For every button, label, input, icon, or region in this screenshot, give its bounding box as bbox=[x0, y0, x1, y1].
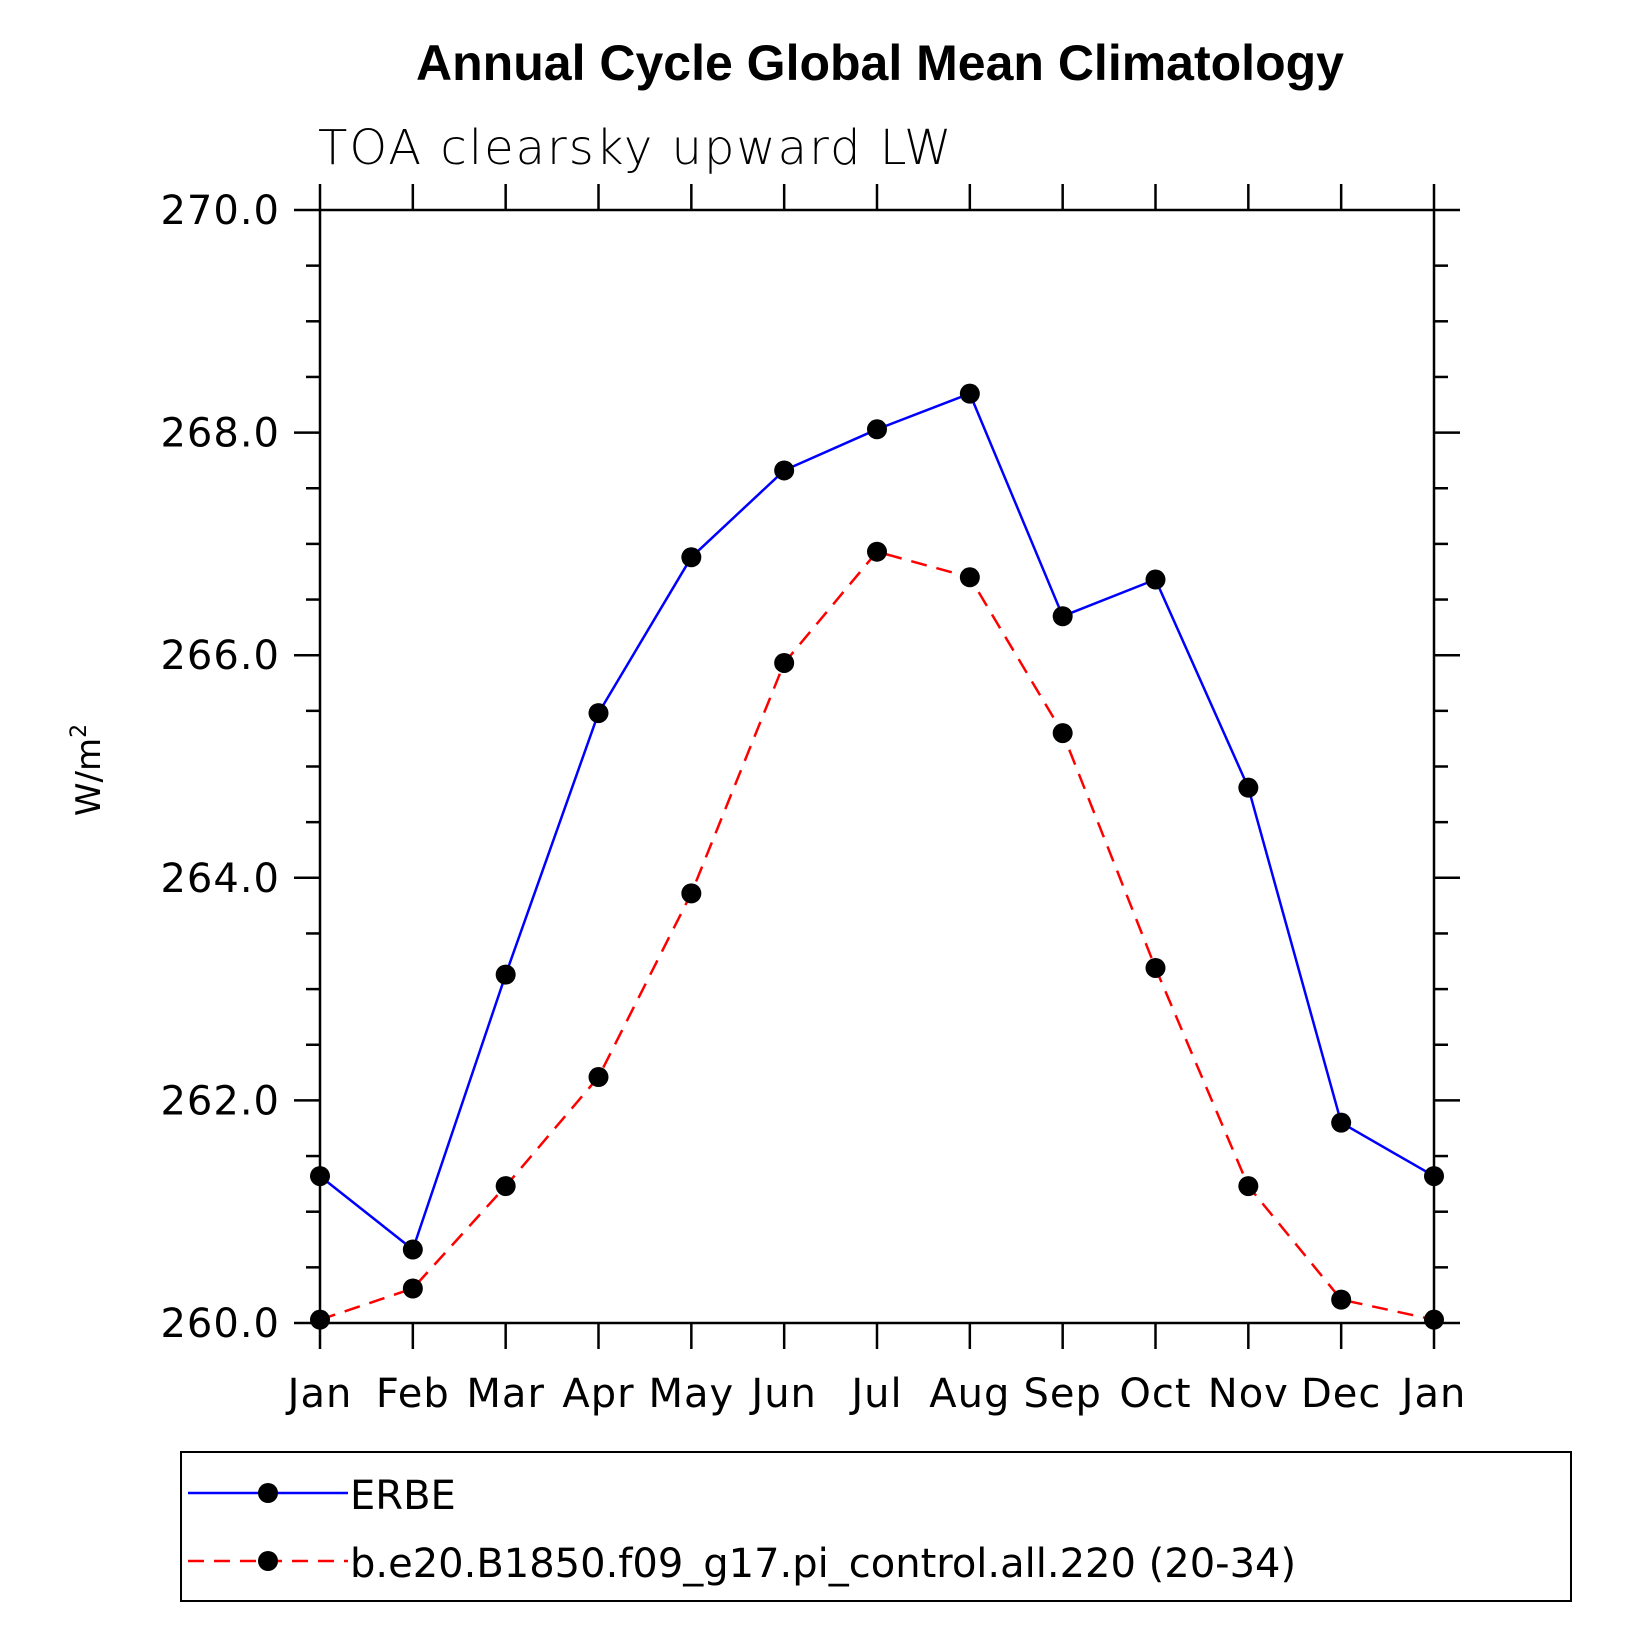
data-point bbox=[1238, 777, 1259, 798]
data-point bbox=[867, 541, 887, 562]
data-point bbox=[681, 547, 702, 568]
plot-frame bbox=[318, 208, 1436, 1325]
data-point bbox=[310, 1166, 330, 1187]
data-point bbox=[1145, 569, 1166, 590]
x-tick-label: Sep bbox=[1023, 1371, 1101, 1417]
data-point bbox=[1424, 1309, 1444, 1330]
data-point bbox=[867, 419, 887, 440]
legend: ERBE b.e20.B1850.f09_g17.pi_control.all.… bbox=[180, 1451, 1572, 1602]
x-tick-label: May bbox=[648, 1371, 734, 1417]
x-tick-labels: Jan Feb Mar Apr May Jun Jul Aug Sep Oct Nov Dec Jan bbox=[285, 1371, 1467, 1417]
y-tick-label: 268.0 bbox=[160, 411, 280, 457]
legend-box bbox=[180, 1451, 1572, 1602]
data-point bbox=[774, 652, 795, 673]
x-tick-label: Jul bbox=[848, 1371, 902, 1417]
y-tick-label: 260.0 bbox=[160, 1301, 280, 1347]
data-point bbox=[959, 567, 980, 588]
y-tick-label: 266.0 bbox=[160, 633, 280, 679]
series-1 bbox=[310, 541, 1444, 1330]
y-axis-label-base: W/m bbox=[69, 738, 109, 816]
x-tick-label: Jun bbox=[748, 1371, 817, 1417]
data-point bbox=[959, 383, 980, 404]
y-tick-label: 270.0 bbox=[160, 188, 280, 234]
y-axis-label-superscript: 2 bbox=[67, 724, 92, 738]
data-point bbox=[588, 1067, 609, 1088]
data-point bbox=[774, 460, 795, 481]
series-line bbox=[319, 550, 1435, 1321]
x-tick-label: Jan bbox=[1399, 1371, 1467, 1417]
y-tick-label: 262.0 bbox=[160, 1078, 280, 1124]
chart-title: Annual Cycle Global Mean Climatology bbox=[416, 35, 1344, 91]
y-tick-label: 264.0 bbox=[160, 856, 280, 902]
legend-marker-model bbox=[258, 1551, 278, 1571]
axis-ticks bbox=[294, 184, 1460, 1349]
chart-subtitle: TOA clearsky upward LW bbox=[318, 120, 954, 176]
data-point bbox=[1238, 1176, 1259, 1197]
series-layer bbox=[310, 383, 1444, 1330]
data-point bbox=[1052, 606, 1073, 627]
data-point bbox=[681, 883, 702, 904]
x-tick-label: Aug bbox=[929, 1371, 1010, 1417]
x-tick-label: Apr bbox=[562, 1371, 634, 1417]
data-point bbox=[1052, 723, 1073, 744]
x-tick-label: Dec bbox=[1301, 1371, 1381, 1417]
data-point bbox=[588, 703, 609, 724]
y-axis-label: W/m2 bbox=[67, 724, 109, 816]
data-point bbox=[1331, 1289, 1352, 1310]
x-tick-label: Feb bbox=[376, 1371, 450, 1417]
x-tick-label: Jan bbox=[285, 1371, 353, 1417]
x-tick-label: Nov bbox=[1208, 1371, 1289, 1417]
series-line bbox=[319, 392, 1435, 1251]
series-0 bbox=[310, 383, 1444, 1260]
data-point bbox=[402, 1278, 423, 1299]
data-point bbox=[1331, 1112, 1352, 1133]
data-point bbox=[310, 1309, 330, 1330]
data-point bbox=[495, 964, 516, 985]
data-point bbox=[1145, 957, 1166, 978]
data-point bbox=[495, 1176, 516, 1197]
legend-marker-erbe bbox=[258, 1483, 278, 1503]
x-tick-label: Oct bbox=[1119, 1371, 1191, 1417]
data-point bbox=[1424, 1166, 1444, 1187]
x-tick-label: Mar bbox=[466, 1371, 544, 1417]
legend-label-model: b.e20.B1850.f09_g17.pi_control.all.220 (… bbox=[350, 1541, 1296, 1587]
data-point bbox=[402, 1239, 423, 1260]
legend-label-erbe: ERBE bbox=[350, 1473, 456, 1519]
y-tick-labels: 260.0 262.0 264.0 266.0 268.0 270.0 bbox=[160, 188, 280, 1347]
